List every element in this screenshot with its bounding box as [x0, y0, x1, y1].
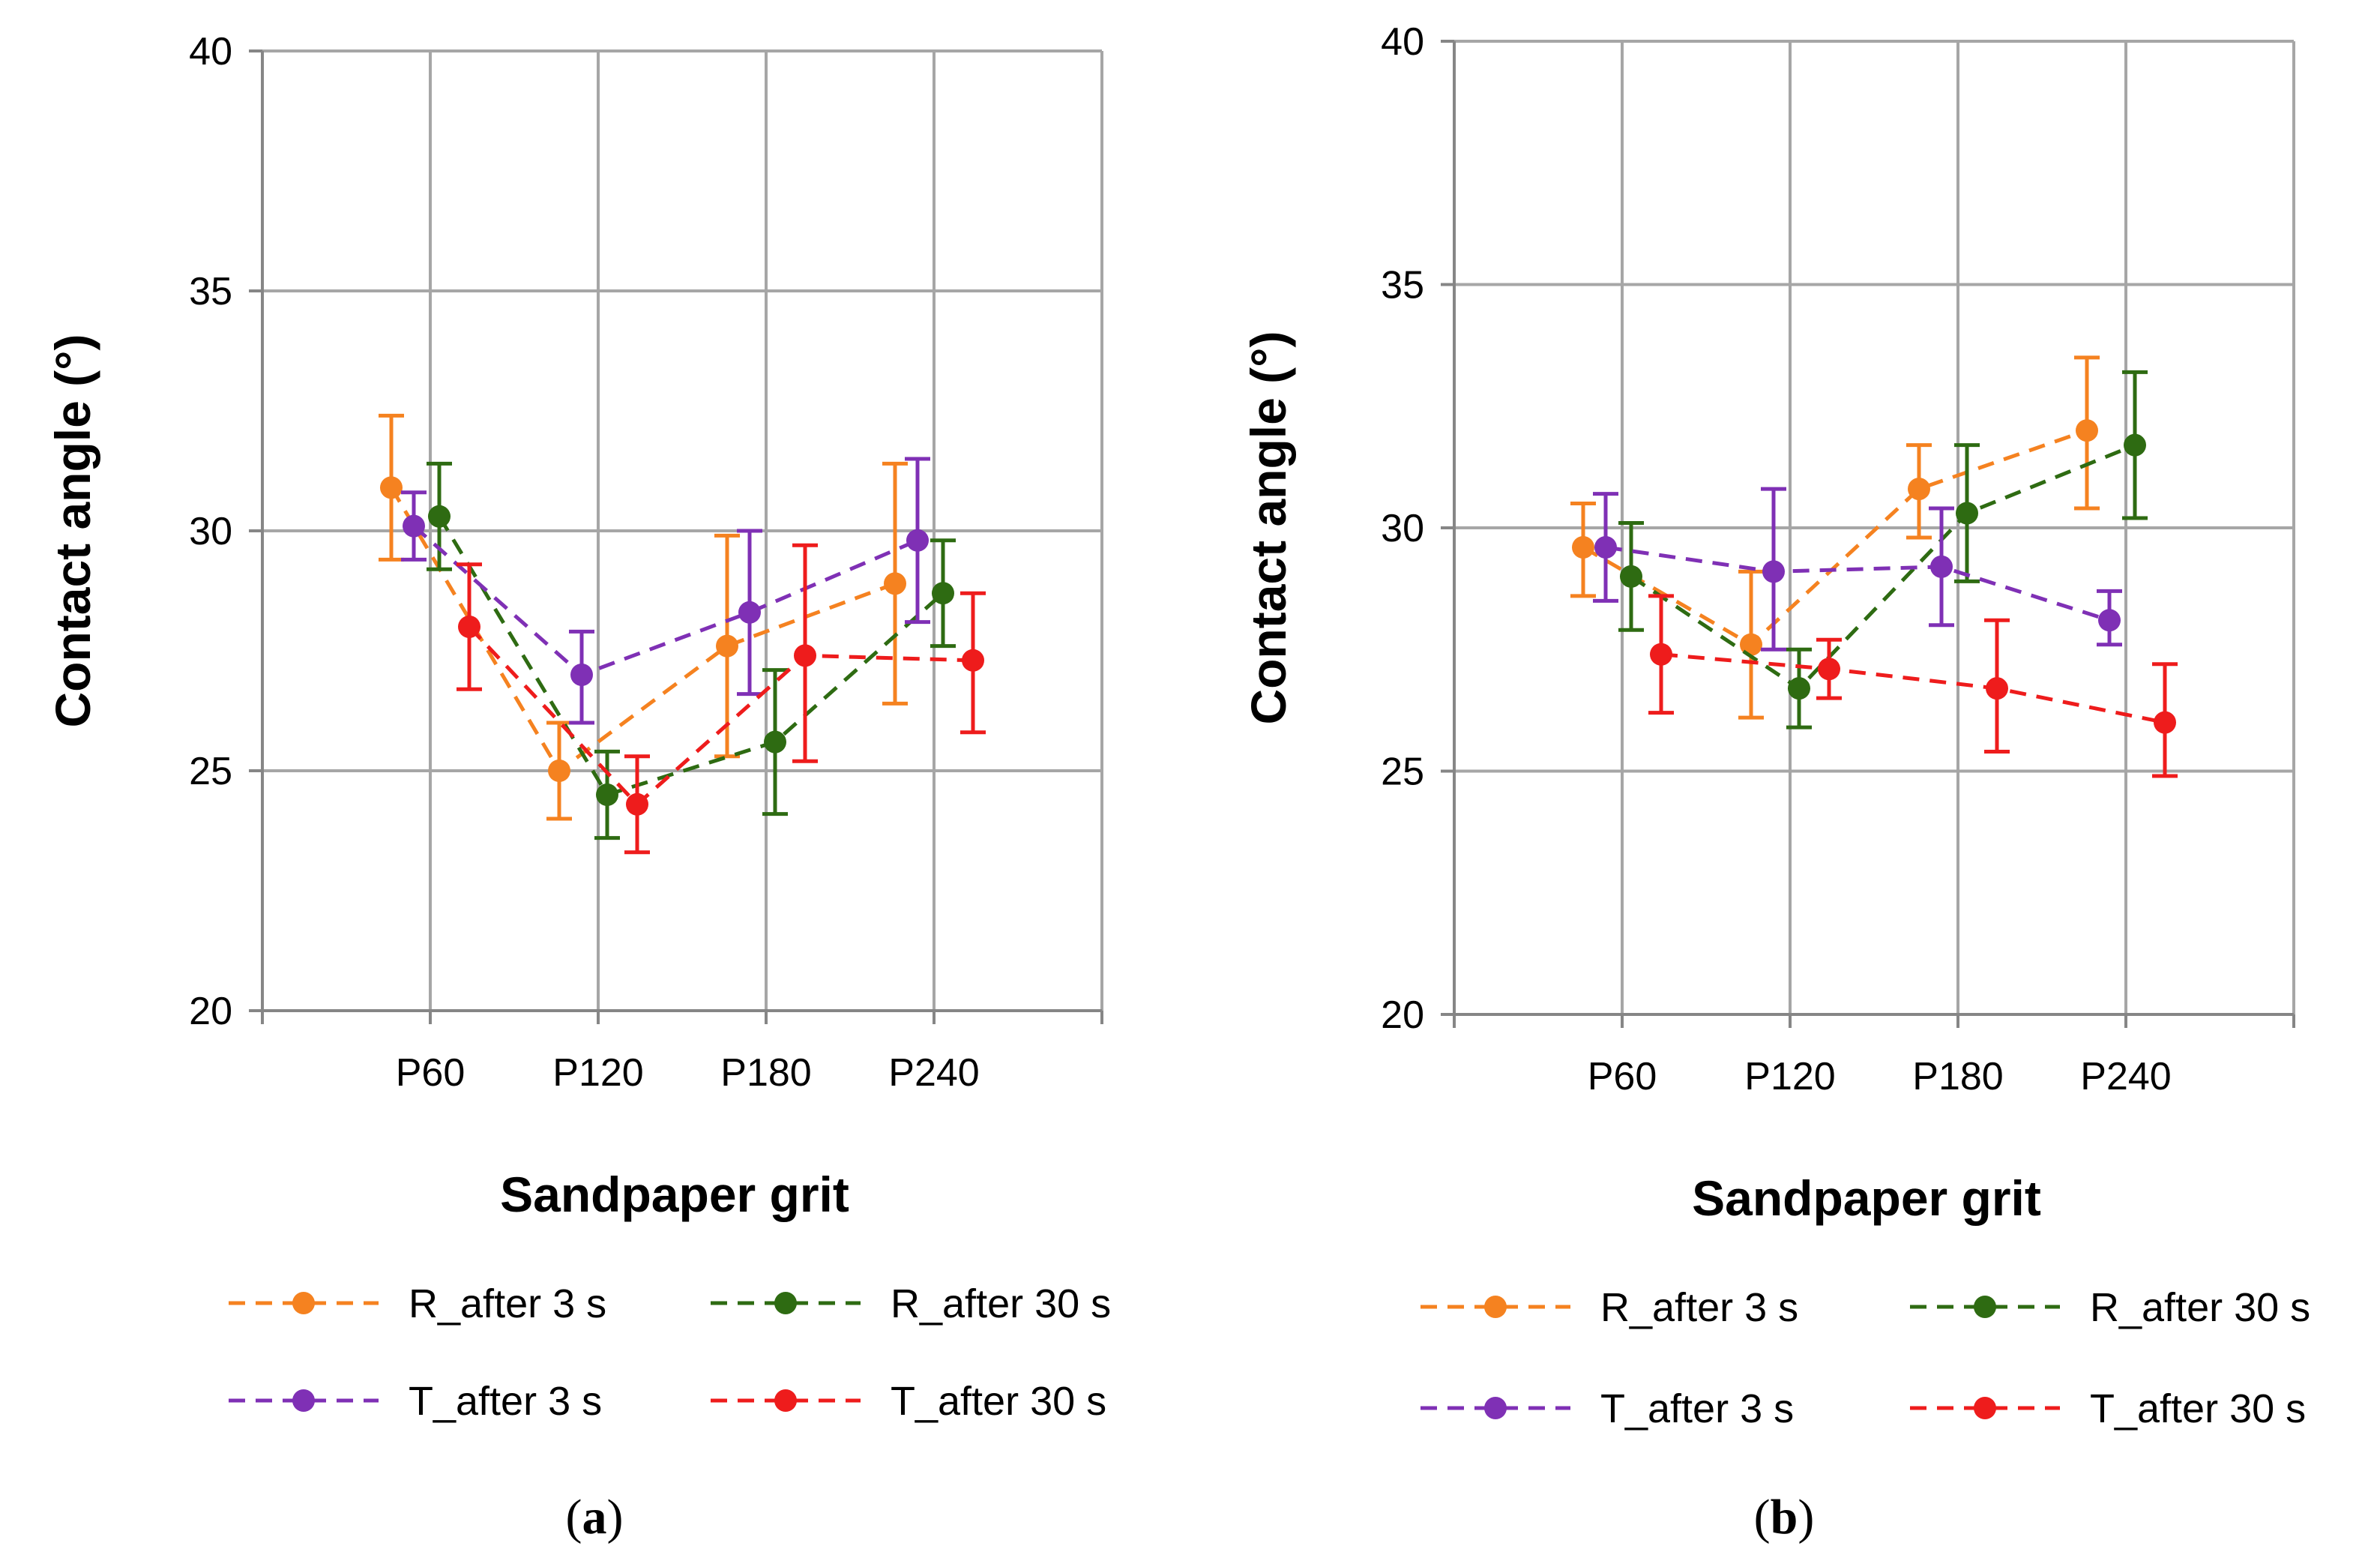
data-point [1986, 677, 2008, 700]
series-line [1582, 428, 2088, 647]
data-point [570, 664, 593, 686]
data-point [2076, 419, 2098, 442]
legend-swatch-marker [1974, 1296, 1996, 1318]
data-point [1956, 502, 1978, 525]
data-point [738, 601, 761, 624]
legend-label: R_after 30 s [2090, 1285, 2310, 1330]
panel-label-letter: a [582, 1490, 607, 1545]
x-tick-label: P60 [396, 1051, 466, 1095]
y-tick-label: 20 [1381, 993, 1424, 1037]
series-line [468, 625, 974, 807]
legend-item: T_after 30 s [711, 1379, 1106, 1424]
panel-label: (a) [566, 1490, 624, 1545]
x-tick-label: P120 [552, 1051, 643, 1095]
data-point [1594, 535, 1617, 559]
legend-swatch-marker [1484, 1296, 1507, 1318]
data-point [1762, 560, 1785, 583]
legend-label: T_after 30 s [2090, 1386, 2306, 1431]
y-tick-label: 40 [1381, 20, 1424, 64]
data-point [626, 792, 648, 816]
series-line [1605, 545, 2110, 622]
panel-label-letter: b [1771, 1490, 1798, 1545]
legend-item: R_after 3 s [1421, 1285, 1798, 1330]
y-tick-label: 25 [1381, 751, 1424, 794]
series-line [437, 515, 945, 797]
x-tick-label: P120 [1744, 1055, 1835, 1098]
legend-item: R_after 3 s [229, 1281, 606, 1326]
legend-label: T_after 3 s [1600, 1386, 1794, 1431]
data-point [2124, 433, 2146, 457]
data-point [1908, 478, 1930, 501]
y-tick-label: 25 [189, 750, 232, 793]
y-axis-title: Contact angle (°) [45, 334, 100, 727]
y-axis-title: Contact angle (°) [1241, 331, 1296, 724]
data-point [1620, 565, 1642, 588]
x-axis-title: Sandpaper grit [1692, 1170, 2041, 1226]
data-point [716, 634, 738, 658]
y-tick-label: 30 [189, 510, 232, 553]
data-point [764, 730, 786, 754]
data-point [380, 476, 403, 499]
y-tick-label: 40 [189, 30, 232, 73]
data-point [1572, 535, 1594, 559]
data-point [458, 616, 480, 638]
legend-item: T_after 3 s [229, 1379, 602, 1424]
legend-item: T_after 3 s [1421, 1386, 1794, 1431]
legend-label: T_after 30 s [891, 1379, 1106, 1424]
x-tick-label: P180 [1912, 1055, 2003, 1098]
data-point [884, 572, 906, 595]
chart-panel-b: 20 25 30 35 40 P60 P120 P180 P240 Contact angle (… [1241, 20, 2310, 1545]
legend-label: R_after 30 s [891, 1281, 1111, 1326]
data-point [1788, 677, 1810, 700]
data-point [2154, 711, 2176, 734]
x-tick-label: P180 [720, 1051, 811, 1095]
data-point [962, 649, 984, 672]
panel-label: (b) [1754, 1490, 1815, 1545]
data-point [1740, 633, 1762, 656]
data-point [403, 514, 425, 538]
legend-label: R_after 3 s [1600, 1285, 1798, 1330]
legend-item: R_after 30 s [711, 1281, 1111, 1326]
data-point [1818, 658, 1840, 681]
legend-label: T_after 3 s [409, 1379, 602, 1424]
legend-swatch-marker [1484, 1397, 1507, 1419]
y-tick-label: 30 [1381, 507, 1424, 550]
series-line [1660, 652, 2166, 725]
legend-swatch-marker [774, 1292, 797, 1314]
y-tick-label: 20 [189, 990, 232, 1033]
data-point [428, 505, 451, 528]
x-tick-label: P60 [1588, 1055, 1657, 1098]
data-point [794, 644, 816, 667]
y-tick-label: 35 [1381, 264, 1424, 307]
x-axis-title: Sandpaper grit [500, 1167, 849, 1222]
chart-panel-a: 20 25 30 35 40 P60 P120 P180 P240 Contact angle (… [45, 30, 1111, 1545]
x-tick-label: P240 [2080, 1055, 2171, 1098]
legend-swatch-marker [1974, 1397, 1996, 1419]
data-point [1650, 643, 1672, 666]
legend-item: R_after 30 s [1910, 1285, 2310, 1330]
legend-swatch-marker [292, 1389, 315, 1412]
legend-item: T_after 30 s [1910, 1386, 2306, 1431]
legend-swatch-marker [774, 1389, 797, 1412]
data-point [548, 760, 570, 782]
y-tick-label: 35 [189, 270, 232, 313]
data-point [906, 529, 929, 552]
data-point [932, 582, 954, 605]
data-point [596, 784, 618, 806]
data-point [1930, 555, 1953, 578]
legend-label: R_after 3 s [409, 1281, 606, 1326]
x-tick-label: P240 [888, 1051, 979, 1095]
legend-swatch-marker [292, 1292, 315, 1314]
data-point [2098, 609, 2121, 632]
series-line [412, 524, 918, 677]
